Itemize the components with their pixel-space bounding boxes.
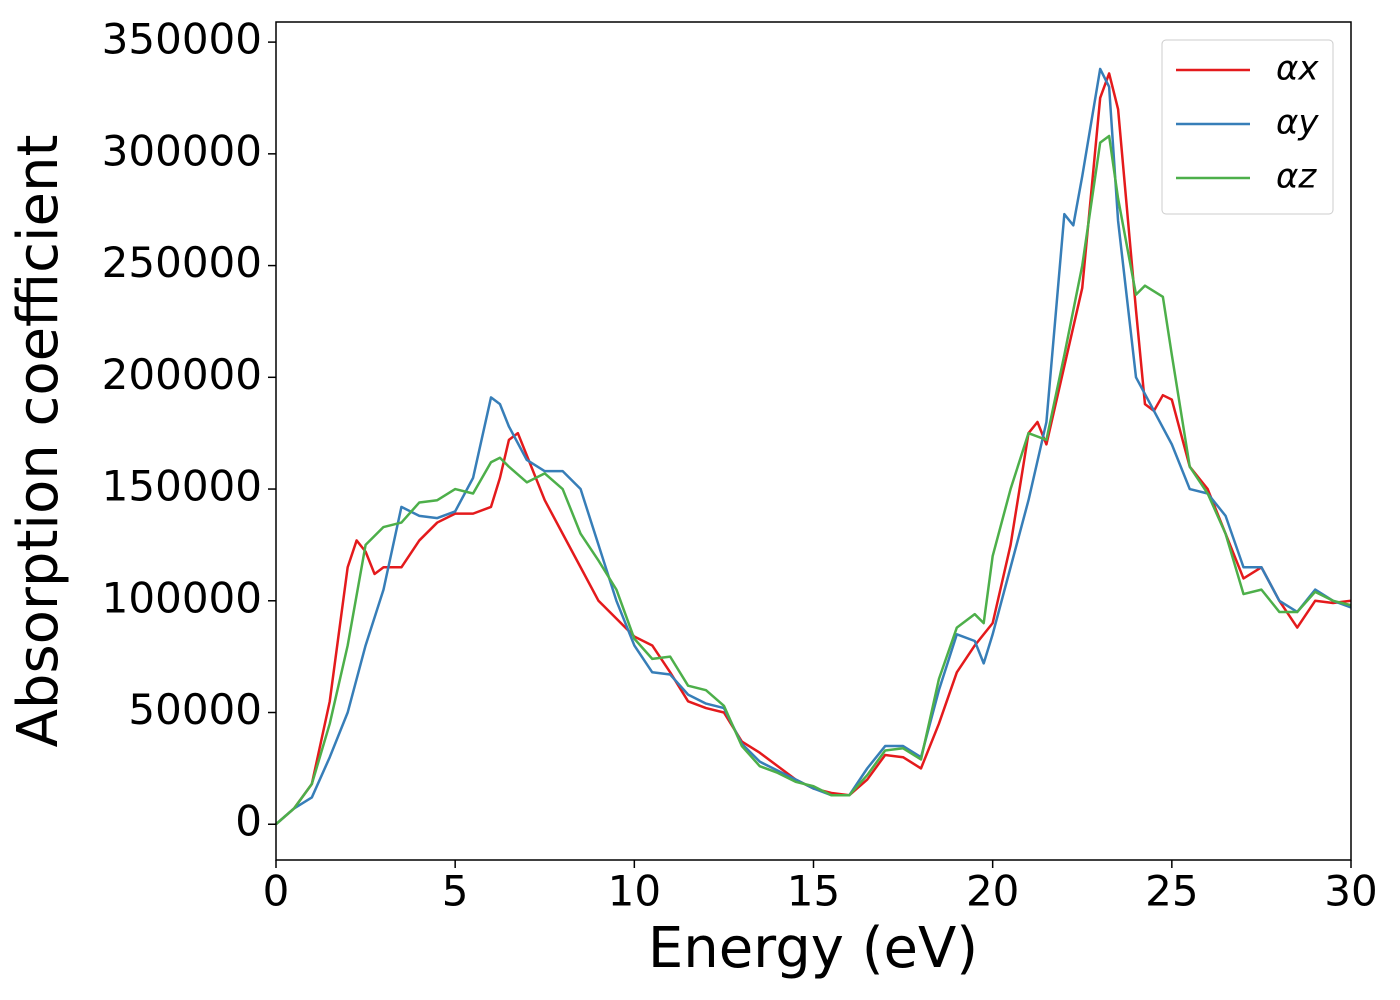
y-tick-label: 200000 [102,350,262,399]
x-tick-label: 0 [263,867,290,916]
y-tick-label: 50000 [128,685,262,734]
series-line [275,134,1352,826]
y-tick-label: 100000 [102,573,262,622]
x-tick-label: 30 [1324,867,1377,916]
legend-label: αx [1276,49,1319,89]
y-axis-label: Absorption coefficient [6,135,71,748]
x-tick-label: 20 [966,867,1019,916]
x-tick-label: 25 [1145,867,1198,916]
y-tick-label: 150000 [102,462,262,511]
y-tick-label: 250000 [102,238,262,287]
y-tick-label: 350000 [102,15,262,64]
plot-frame [275,21,1352,861]
x-tick-label: 10 [608,867,661,916]
x-tick-label: 15 [787,867,840,916]
y-tick-label: 300000 [102,126,262,175]
legend-box [1161,39,1334,215]
legend-label: αz [1276,157,1317,197]
x-tick-label: 5 [442,867,469,916]
y-tick-label: 0 [235,797,262,846]
x-axis-label: Energy (eV) [648,916,978,981]
legend-label: αy [1276,103,1319,143]
